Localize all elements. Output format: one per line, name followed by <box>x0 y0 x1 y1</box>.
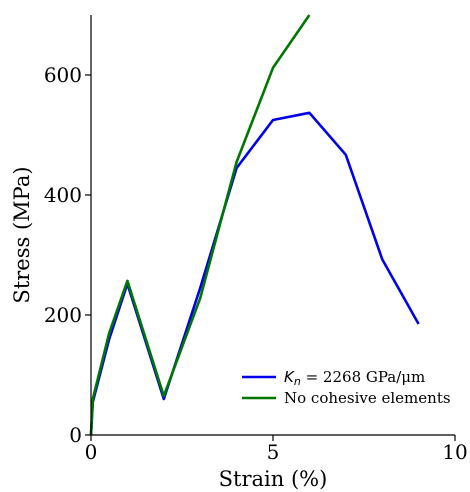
y-tick-label: 600 <box>44 63 82 87</box>
x-axis-label: Strain (%) <box>219 467 328 491</box>
x-tick-label: 0 <box>85 440 98 464</box>
legend-kn-rest: = 2268 GPa/μm <box>301 368 425 386</box>
legend: Kn = 2268 GPa/μm No cohesive elements <box>242 368 451 407</box>
y-tick-label: 200 <box>44 303 82 327</box>
y-axis-label: Stress (MPa) <box>10 166 34 303</box>
legend-label-kn: Kn = 2268 GPa/μm <box>284 368 425 388</box>
ticks-layer: 0 5 10 0 200 400 600 <box>44 63 468 464</box>
series-line-kn <box>89 111 420 436</box>
x-tick-label: 5 <box>267 440 280 464</box>
legend-kn-subscript: n <box>294 375 301 388</box>
x-tick-label: 10 <box>442 440 467 464</box>
series-line-no-cohesive <box>89 14 311 436</box>
y-tick-label: 0 <box>69 423 82 447</box>
legend-kn-symbol: K <box>284 368 295 386</box>
legend-label-no-cohesive: No cohesive elements <box>284 389 451 407</box>
y-tick-label: 400 <box>44 183 82 207</box>
